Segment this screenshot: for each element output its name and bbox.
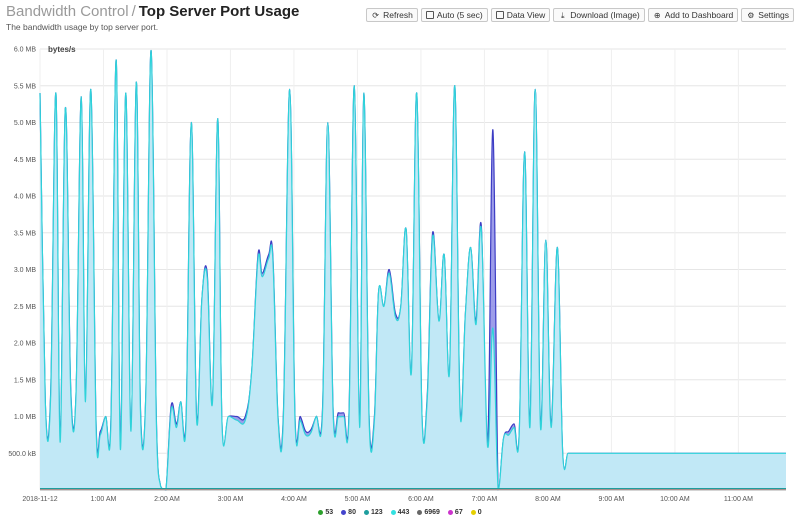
- x-tick-label: 4:00 AM: [281, 496, 307, 503]
- legend-dot: [447, 510, 453, 515]
- y-tick-label: 6.0 MB: [14, 47, 37, 54]
- download-image-button[interactable]: ⤓ Download (Image): [553, 8, 645, 22]
- legend-label: 443: [397, 509, 410, 516]
- series-area-443: [40, 50, 786, 490]
- breadcrumb[interactable]: Bandwidth Control: [6, 3, 129, 20]
- bandwidth-chart: 500.0 kB 1.0 MB 1.5 MB 2.0 MB 2.5 MB 3.0 MB 3.…: [8, 45, 786, 503]
- checkbox-icon: [495, 11, 504, 19]
- legend-dot: [318, 510, 324, 515]
- legend-item-67[interactable]: 67: [447, 509, 463, 516]
- series-line-443: [39, 49, 786, 491]
- page-subtitle: The bandwidth usage by top server port.: [6, 22, 159, 32]
- download-label: Download (Image): [570, 10, 640, 20]
- legend-label: 53: [325, 509, 334, 516]
- legend-item-6969[interactable]: 6969: [417, 509, 440, 516]
- x-tick-label: 5:00 AM: [345, 496, 371, 503]
- legend-item-53[interactable]: 53: [318, 509, 333, 516]
- settings-button[interactable]: ⚙ Settings: [741, 8, 794, 22]
- legend-item-443[interactable]: 443: [390, 509, 410, 516]
- y-tick-label: 500.0 kB: [8, 451, 36, 458]
- x-tick-label: 3:00 AM: [218, 496, 244, 503]
- x-tick-label: 7:00 AM: [472, 496, 498, 503]
- legend-dot: [341, 510, 347, 515]
- legend-dot: [363, 510, 369, 515]
- y-axis-unit-label: bytes/s: [48, 45, 76, 54]
- auto-label: Auto (5 sec): [436, 10, 483, 20]
- breadcrumb-separator: /: [131, 3, 136, 20]
- settings-label: Settings: [758, 10, 789, 20]
- y-tick-label: 4.0 MB: [14, 194, 37, 201]
- x-tick-label: 2018-11-12: [22, 496, 57, 503]
- page-header: Bandwidth Control / Top Server Port Usage …: [6, 2, 299, 32]
- legend-label: 67: [454, 509, 463, 516]
- refresh-icon: ⟳: [372, 10, 379, 20]
- title-row: Bandwidth Control / Top Server Port Usage: [6, 2, 299, 22]
- x-tick-label: 2:00 AM: [154, 496, 180, 503]
- download-icon: ⤓: [561, 10, 565, 20]
- x-tick-label: 6:00 AM: [408, 496, 434, 503]
- toolbar: ⟳ Refresh Auto (5 sec) Data View ⤓ Downloa…: [366, 8, 794, 22]
- legend-label: 123: [370, 509, 383, 516]
- y-tick-label: 3.0 MB: [14, 267, 37, 274]
- add-dashboard-label: Add to Dashboard: [664, 10, 734, 20]
- legend-item-0[interactable]: 0: [470, 509, 482, 516]
- x-tick-label: 9:00 AM: [599, 496, 625, 503]
- y-tick-label: 1.5 MB: [14, 377, 37, 384]
- y-tick-label: 4.5 MB: [14, 157, 37, 164]
- data-view-label: Data View: [506, 10, 546, 20]
- axes: 500.0 kB 1.0 MB 1.5 MB 2.0 MB 2.5 MB 3.0 MB 3.…: [8, 45, 786, 503]
- legend-label: 6969: [424, 509, 440, 516]
- legend-dot: [417, 510, 423, 515]
- legend-item-123[interactable]: 123: [363, 509, 383, 516]
- y-tick-label: 5.5 MB: [14, 83, 37, 90]
- page-title: Top Server Port Usage: [138, 3, 300, 20]
- legend: 53 80 123 443 6969 67 0: [0, 509, 800, 516]
- series-layer: [39, 49, 786, 491]
- y-tick-label: 1.0 MB: [14, 414, 37, 421]
- x-tick-label: 8:00 AM: [535, 496, 561, 503]
- auto-refresh-toggle[interactable]: Auto (5 sec): [420, 8, 488, 22]
- y-tick-label: 5.0 MB: [14, 120, 37, 127]
- legend-label: 0: [477, 509, 482, 516]
- refresh-button[interactable]: ⟳ Refresh: [366, 8, 418, 22]
- legend-dot: [390, 510, 396, 515]
- x-tick-label: 10:00 AM: [660, 496, 690, 503]
- y-tick-label: 2.0 MB: [14, 341, 37, 348]
- x-tick-label: 11:00 AM: [724, 496, 753, 503]
- plus-icon: ⊕: [653, 10, 661, 20]
- data-view-button[interactable]: Data View: [490, 8, 551, 22]
- y-tick-label: 2.5 MB: [14, 304, 37, 311]
- y-tick-label: 3.5 MB: [14, 230, 37, 237]
- legend-dot: [470, 510, 476, 515]
- gear-icon: ⚙: [747, 10, 755, 20]
- add-to-dashboard-button[interactable]: ⊕ Add to Dashboard: [647, 8, 739, 22]
- checkbox-icon: [425, 11, 434, 19]
- legend-label: 80: [348, 509, 356, 516]
- x-tick-label: 1:00 AM: [91, 496, 117, 503]
- legend-item-80[interactable]: 80: [341, 509, 356, 516]
- refresh-label: Refresh: [383, 10, 413, 20]
